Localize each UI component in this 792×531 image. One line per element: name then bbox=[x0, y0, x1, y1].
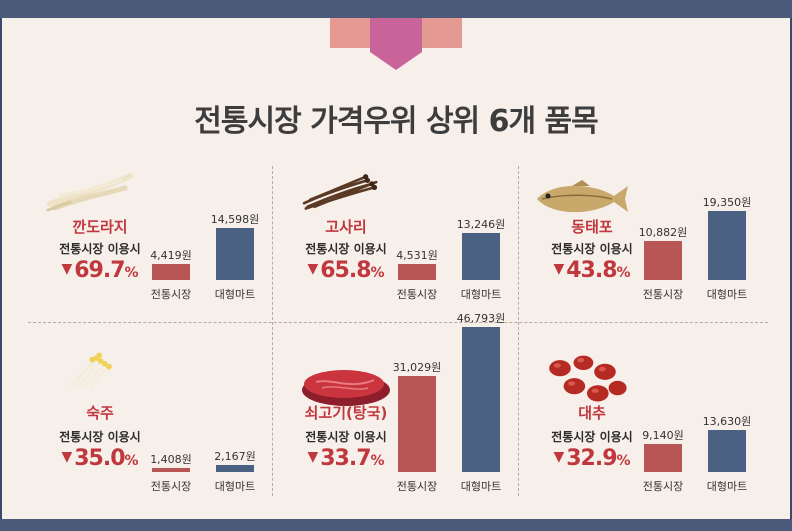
bar-category-label: 대형마트 bbox=[214, 288, 256, 301]
item-name: 쇠고기(탕국) bbox=[304, 404, 388, 422]
supermarket-bar bbox=[462, 232, 500, 280]
bar-category-label: 전통시장 bbox=[396, 480, 438, 493]
bar-category-label: 대형마트 bbox=[214, 480, 256, 493]
traditional-market-bar bbox=[152, 264, 190, 280]
item-percent: ▼35.0% bbox=[30, 446, 170, 471]
bar-category-label: 전통시장 bbox=[642, 480, 684, 493]
ribbon-decoration bbox=[330, 18, 462, 70]
percent-value: 65.8 bbox=[320, 258, 371, 283]
bar-category-label: 전통시장 bbox=[150, 288, 192, 301]
bar-value-label: 2,167원 bbox=[214, 450, 256, 464]
item-subtitle: 전통시장 이용시 bbox=[305, 242, 387, 256]
jujube-icon bbox=[542, 352, 632, 406]
down-arrow-icon: ▼ bbox=[553, 449, 565, 465]
bar-category-label: 전통시장 bbox=[642, 288, 684, 301]
percent-unit: % bbox=[616, 453, 631, 469]
supermarket-bar bbox=[216, 228, 254, 280]
item-name: 동태포 bbox=[571, 218, 613, 236]
item-name: 깐도라지 bbox=[72, 218, 128, 236]
down-arrow-icon: ▼ bbox=[307, 449, 319, 465]
bar-value-label: 4,531원 bbox=[396, 248, 438, 262]
down-arrow-icon: ▼ bbox=[61, 449, 73, 465]
percent-value: 33.7 bbox=[320, 446, 371, 471]
item-name: 대추 bbox=[578, 404, 606, 422]
percent-value: 32.9 bbox=[566, 446, 617, 471]
percent-value: 43.8 bbox=[566, 258, 617, 283]
traditional-market-bar bbox=[398, 263, 436, 280]
supermarket-bar bbox=[708, 429, 746, 472]
bar-value-label: 31,029원 bbox=[392, 360, 442, 374]
column-divider-2 bbox=[518, 166, 519, 496]
item-percent: ▼43.8% bbox=[522, 258, 662, 283]
bar-value-label: 14,598원 bbox=[210, 213, 260, 226]
down-arrow-icon: ▼ bbox=[553, 261, 565, 277]
item-subtitle: 전통시장 이용시 bbox=[551, 242, 633, 256]
item-subtitle: 전통시장 이용시 bbox=[59, 242, 141, 256]
row-divider bbox=[28, 322, 768, 323]
page-title: 전통시장 가격우위 상위 6개 품목 bbox=[194, 104, 598, 139]
bar-value-label: 46,793원 bbox=[456, 312, 506, 325]
bar-value-label: 13,246원 bbox=[456, 217, 506, 231]
bar-value-label: 19,350원 bbox=[702, 196, 752, 210]
column-divider-1 bbox=[272, 166, 273, 496]
bar-category-label: 대형마트 bbox=[706, 480, 748, 493]
supermarket-bar bbox=[462, 327, 500, 472]
percent-unit: % bbox=[370, 453, 385, 469]
doraji-icon bbox=[40, 166, 140, 216]
bar-category-label: 대형마트 bbox=[460, 480, 502, 493]
bar-value-label: 13,630원 bbox=[702, 414, 752, 428]
percent-value: 69.7 bbox=[74, 258, 125, 283]
gosari-icon bbox=[296, 168, 386, 212]
bar-value-label: 9,140원 bbox=[642, 428, 684, 442]
bottom-band bbox=[0, 519, 792, 531]
item-percent: ▼32.9% bbox=[522, 446, 662, 471]
traditional-market-bar bbox=[644, 241, 682, 280]
item-subtitle: 전통시장 이용시 bbox=[305, 430, 387, 444]
percent-unit: % bbox=[124, 265, 139, 281]
item-subtitle: 전통시장 이용시 bbox=[551, 430, 633, 444]
chart-panel: 고사리 전통시장 이용시 ▼65.8% 4,531원 전통시장 13,246원 대형마트 bbox=[276, 166, 516, 316]
down-arrow-icon: ▼ bbox=[61, 261, 73, 277]
item-percent: ▼33.7% bbox=[276, 446, 416, 471]
sprouts-icon bbox=[60, 346, 130, 390]
percent-unit: % bbox=[124, 453, 139, 469]
item-name: 숙주 bbox=[86, 404, 114, 422]
bar-value-label: 10,882원 bbox=[638, 226, 688, 240]
fish-icon bbox=[532, 174, 632, 224]
item-name: 고사리 bbox=[325, 218, 367, 236]
bar-category-label: 대형마트 bbox=[460, 288, 502, 301]
bar-category-label: 대형마트 bbox=[706, 288, 748, 301]
traditional-market-bar bbox=[644, 443, 682, 472]
top-band bbox=[0, 0, 792, 18]
percent-value: 35.0 bbox=[74, 446, 125, 471]
item-percent: ▼65.8% bbox=[276, 258, 416, 283]
bar-category-label: 전통시장 bbox=[396, 288, 438, 301]
percent-unit: % bbox=[616, 265, 631, 281]
supermarket-bar bbox=[708, 211, 746, 280]
bar-value-label: 4,419원 bbox=[150, 249, 192, 263]
chart-panel: 숙주 전통시장 이용시 ▼35.0% 1,408원 전통시장 2,167원 대형마트 bbox=[30, 328, 270, 498]
item-percent: ▼69.7% bbox=[30, 258, 170, 283]
traditional-market-bar bbox=[152, 467, 190, 472]
bar-category-label: 전통시장 bbox=[150, 480, 192, 493]
supermarket-bar bbox=[216, 465, 254, 472]
chart-panel: 깐도라지 전통시장 이용시 ▼69.7% 4,419원 전통시장 14,598원 대형마트 bbox=[30, 166, 270, 316]
item-subtitle: 전통시장 이용시 bbox=[59, 430, 141, 444]
beef-icon bbox=[296, 360, 396, 410]
percent-unit: % bbox=[370, 265, 385, 281]
down-arrow-icon: ▼ bbox=[307, 261, 319, 277]
bar-value-label: 1,408원 bbox=[150, 452, 192, 466]
traditional-market-bar bbox=[398, 375, 436, 472]
